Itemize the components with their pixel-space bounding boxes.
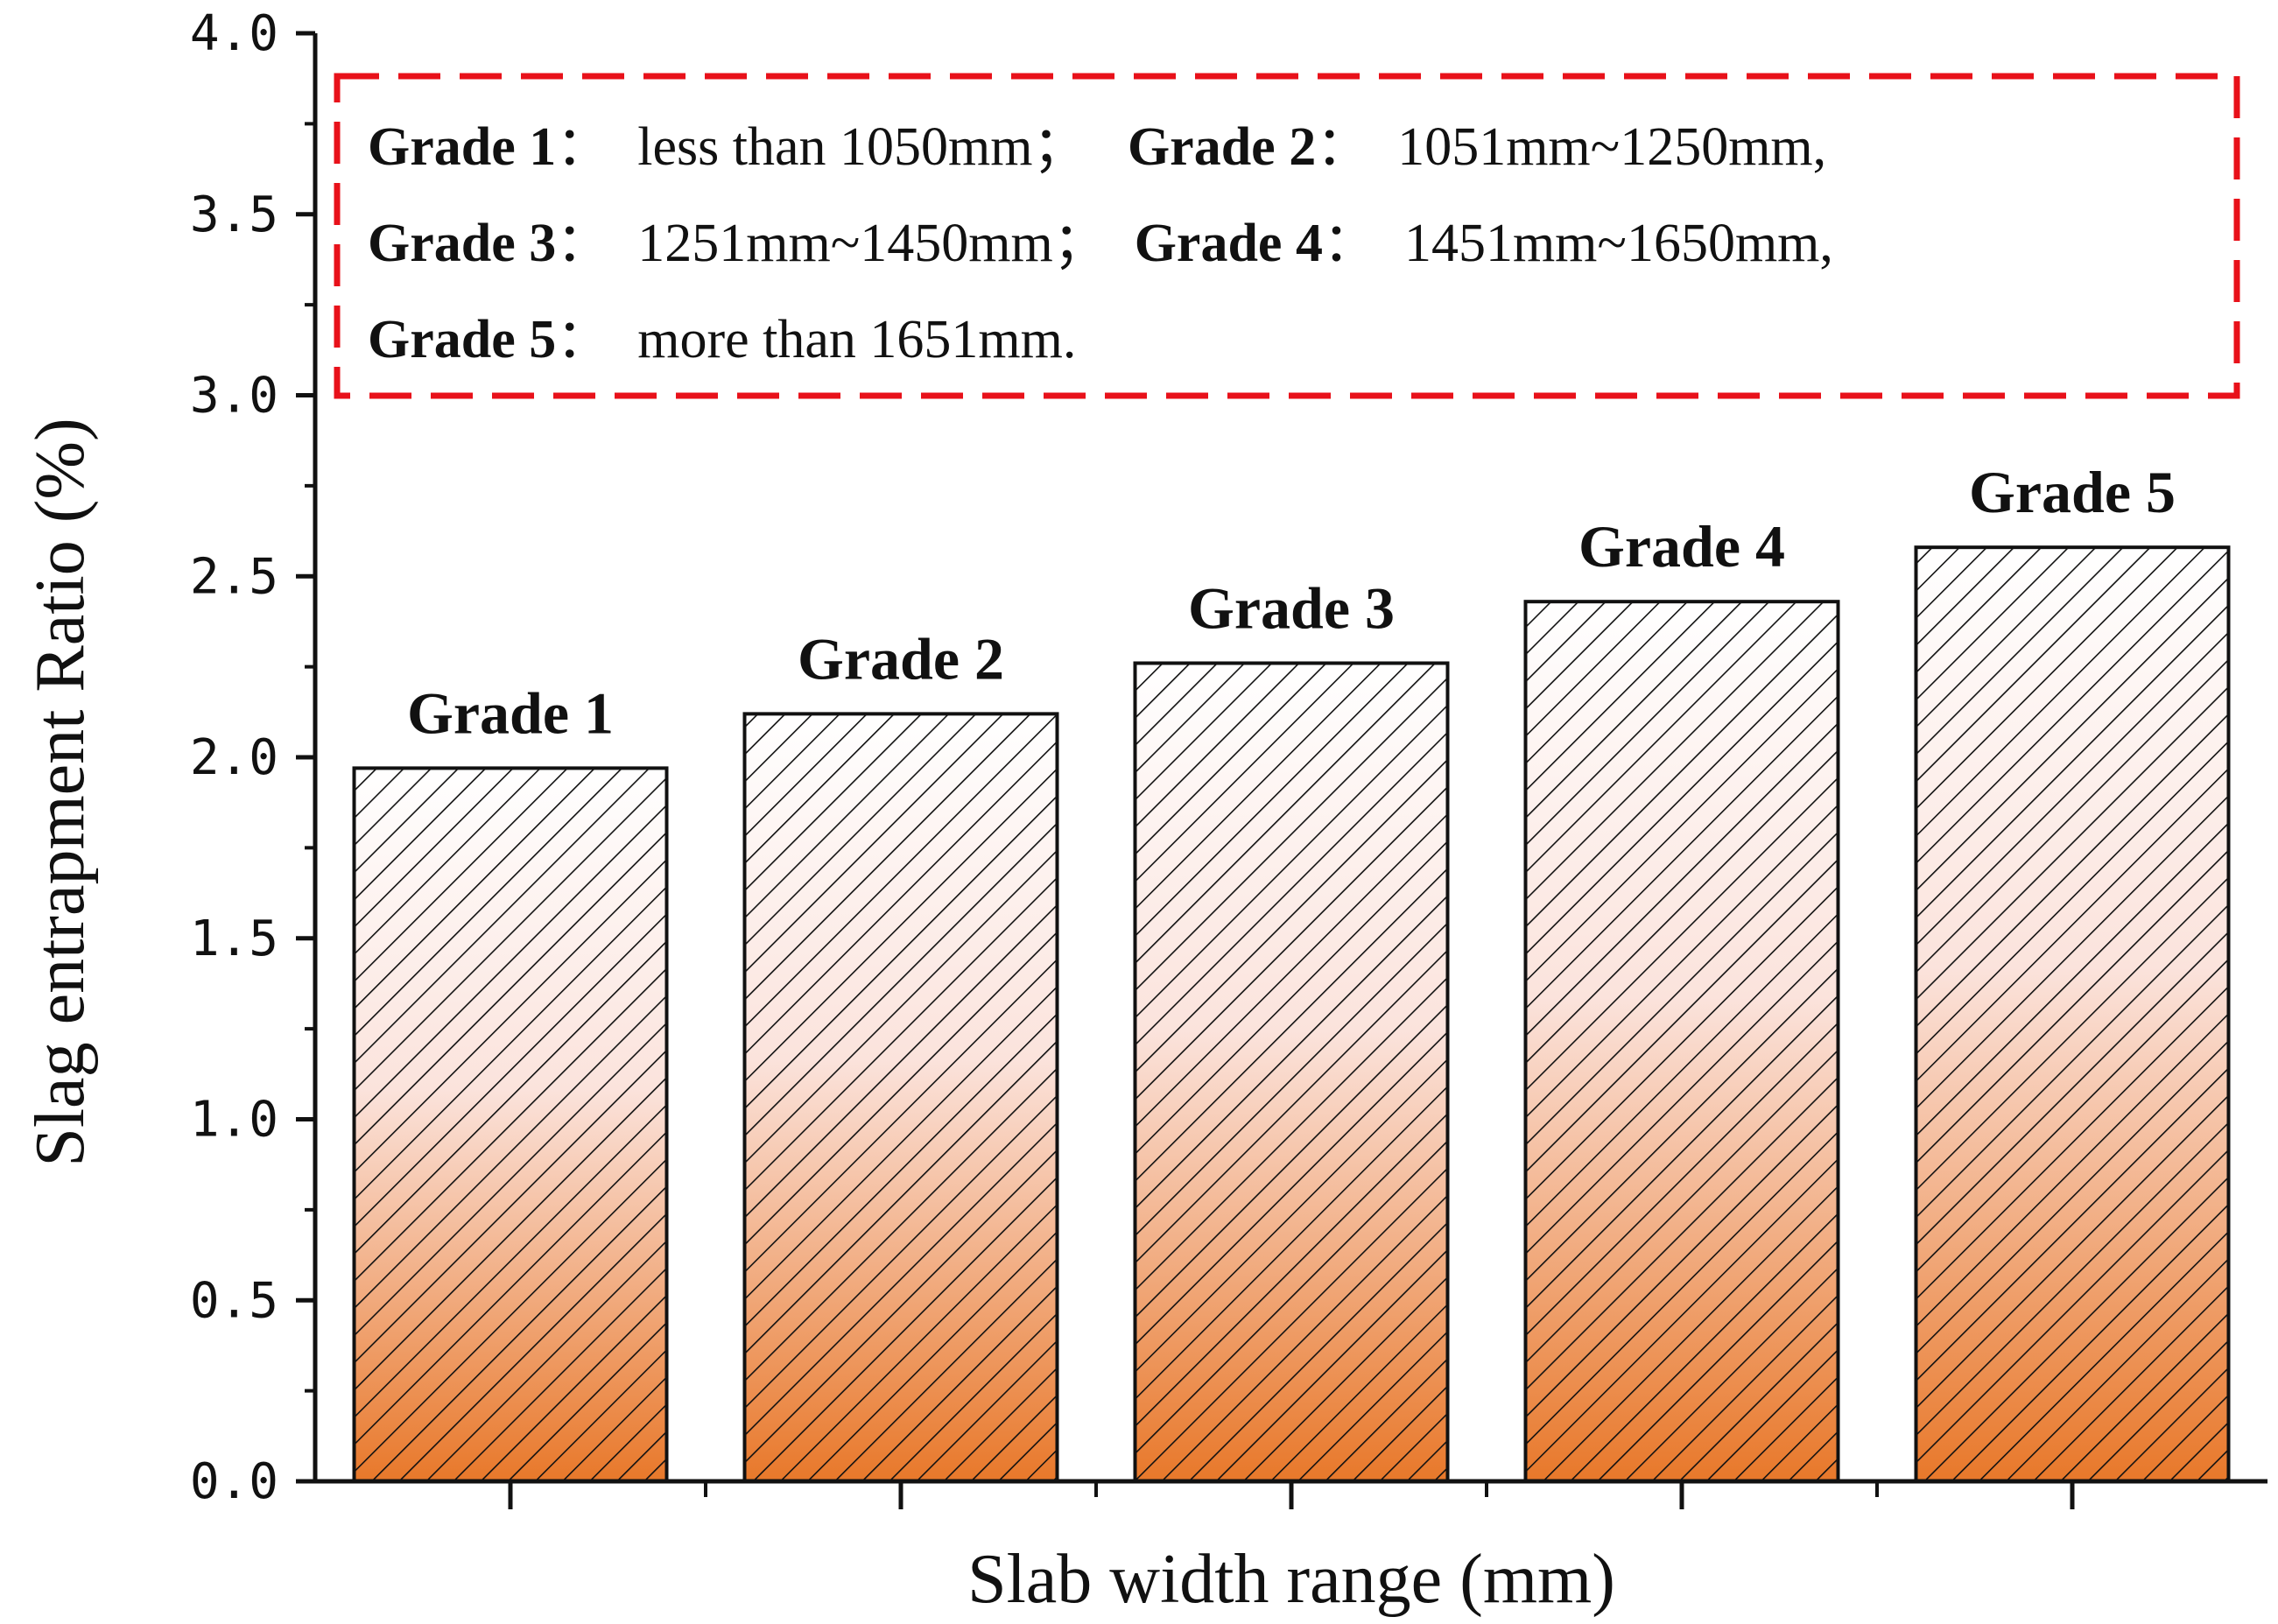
bar-5: [1914, 545, 2231, 1483]
bar-label-3: Grade 3: [1188, 574, 1395, 641]
legend-grade-range: ： 1051mm~1250mm,: [1316, 117, 1826, 177]
y-tick-label: 0.0: [190, 1453, 278, 1510]
bar-3: [1133, 661, 1450, 1483]
y-tick-label: 3.0: [190, 368, 278, 425]
bar-labels-group: Grade 1 Grade 2 Grade 3 Grade 4 Grade 5: [407, 459, 2176, 746]
x-ticks-group: [508, 1481, 2075, 1509]
bar-hatch: [744, 714, 1058, 1481]
bar-label-5: Grade 5: [1969, 459, 2176, 525]
bar-1: [352, 766, 669, 1483]
bar-label-4: Grade 4: [1578, 513, 1785, 580]
bar-2: [742, 712, 1059, 1483]
bar-hatch: [1916, 547, 2229, 1482]
y-tick-label: 1.0: [190, 1092, 278, 1149]
bar-hatch: [1525, 601, 1839, 1481]
legend-dashed-border: [334, 73, 2240, 399]
y-axis-title: Slag entrapment Ratio (%): [22, 418, 99, 1166]
bar-4: [1523, 600, 1840, 1483]
bar-hatch: [354, 768, 667, 1481]
legend-grade-name: Grade 5: [368, 310, 556, 369]
y-tick-label: 0.5: [190, 1272, 278, 1329]
axes-group: 0.0 0.5 1.0 1.5 2.0 2.5 3.0 3.5 4.0: [190, 5, 2267, 1510]
bar-label-1: Grade 1: [407, 679, 614, 746]
y-tick-label: 4.0: [190, 5, 278, 62]
legend-lines: Grade 1： less than 1050mm； Grade 2： 1051…: [368, 117, 1833, 369]
legend-line-3: Grade 5： more than 1651mm.: [368, 310, 1076, 369]
legend-line-2: Grade 3： 1251mm~1450mm； Grade 4： 1451mm~…: [368, 214, 1833, 273]
legend-grade-name: Grade 1: [368, 117, 556, 177]
legend-grade-range: ： 1251mm~1450mm；: [556, 214, 1134, 273]
bars-group: [352, 545, 2231, 1483]
y-tick-label: 2.0: [190, 729, 278, 786]
y-tick-label: 3.5: [190, 186, 278, 243]
legend-grade-name: Grade 4: [1135, 214, 1323, 273]
bar-label-2: Grade 2: [798, 625, 1004, 692]
grade-legend-box: Grade 1： less than 1050mm； Grade 2： 1051…: [334, 73, 2240, 399]
legend-line-1: Grade 1： less than 1050mm； Grade 2： 1051…: [368, 117, 1826, 177]
legend-grade-range: ： more than 1651mm.: [556, 310, 1076, 369]
legend-grade-range: ： less than 1050mm；: [556, 117, 1128, 177]
legend-grade-name: Grade 2: [1128, 117, 1316, 177]
y-tick-label: 2.5: [190, 548, 278, 605]
x-axis-title: Slab width range (mm): [967, 1541, 1615, 1618]
y-tick-label: 1.5: [190, 910, 278, 967]
y-ticks-group: 0.0 0.5 1.0 1.5 2.0 2.5 3.0 3.5 4.0: [190, 5, 315, 1510]
legend-grade-name: Grade 3: [368, 214, 556, 273]
legend-grade-range: ： 1451mm~1650mm,: [1323, 214, 1833, 273]
bar-hatch: [1135, 663, 1448, 1481]
